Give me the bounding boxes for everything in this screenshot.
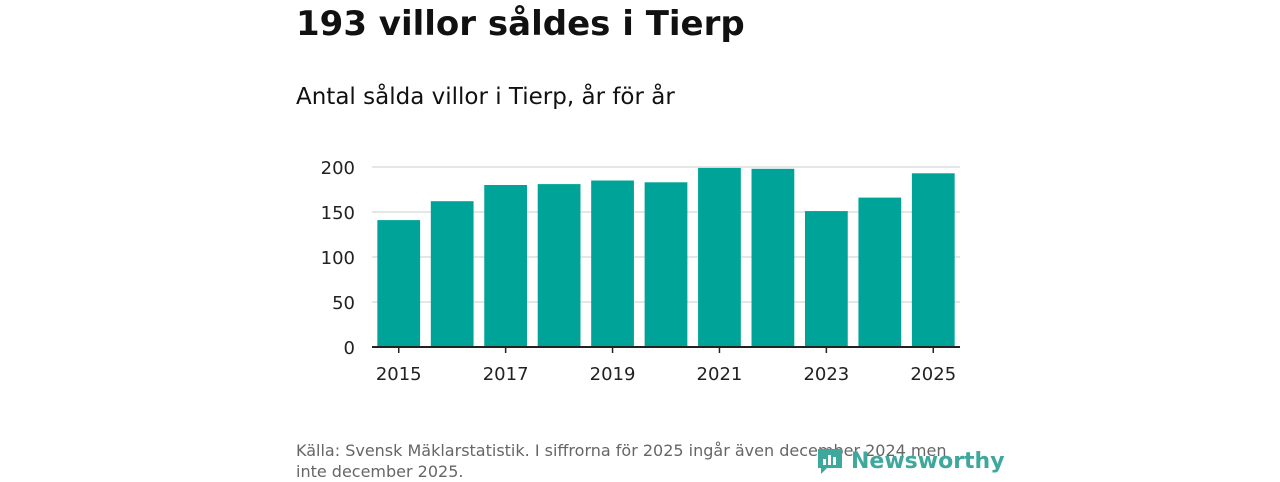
y-tick-label: 50 bbox=[332, 293, 355, 314]
brand-name: Newsworthy bbox=[851, 448, 1005, 474]
x-tick-label: 2015 bbox=[376, 364, 422, 385]
bar bbox=[858, 197, 902, 347]
y-tick-label: 200 bbox=[321, 158, 355, 179]
chart-subtitle: Antal sålda villor i Tierp, år för år bbox=[296, 84, 675, 110]
x-tick-label: 2025 bbox=[910, 364, 956, 385]
y-tick-label: 100 bbox=[321, 248, 355, 269]
x-tick-label: 2017 bbox=[483, 364, 529, 385]
bar bbox=[591, 180, 634, 347]
y-tick-label: 0 bbox=[344, 338, 355, 359]
bar bbox=[430, 201, 474, 347]
bar-chart: 0 50 100 150 200 2015 2017 2019 2021 2023 2025 bbox=[321, 158, 960, 385]
bar bbox=[537, 184, 581, 347]
bar bbox=[911, 173, 955, 347]
bar bbox=[804, 211, 848, 347]
brand-logo: Newsworthy bbox=[815, 446, 1005, 476]
bar bbox=[751, 168, 795, 347]
x-tick-label: 2019 bbox=[590, 364, 636, 385]
source-note: Källa: Svensk Mäklarstatistik. I siffror… bbox=[296, 441, 947, 481]
bar bbox=[484, 185, 528, 347]
bar bbox=[698, 167, 741, 347]
bar bbox=[377, 220, 421, 347]
newsworthy-logo-icon bbox=[818, 449, 842, 474]
x-tick-label: 2021 bbox=[697, 364, 743, 385]
bar bbox=[644, 182, 688, 347]
y-tick-label: 150 bbox=[321, 203, 355, 224]
x-tick-label: 2023 bbox=[803, 364, 849, 385]
chart-title: 193 villor såldes i Tierp bbox=[296, 4, 745, 44]
